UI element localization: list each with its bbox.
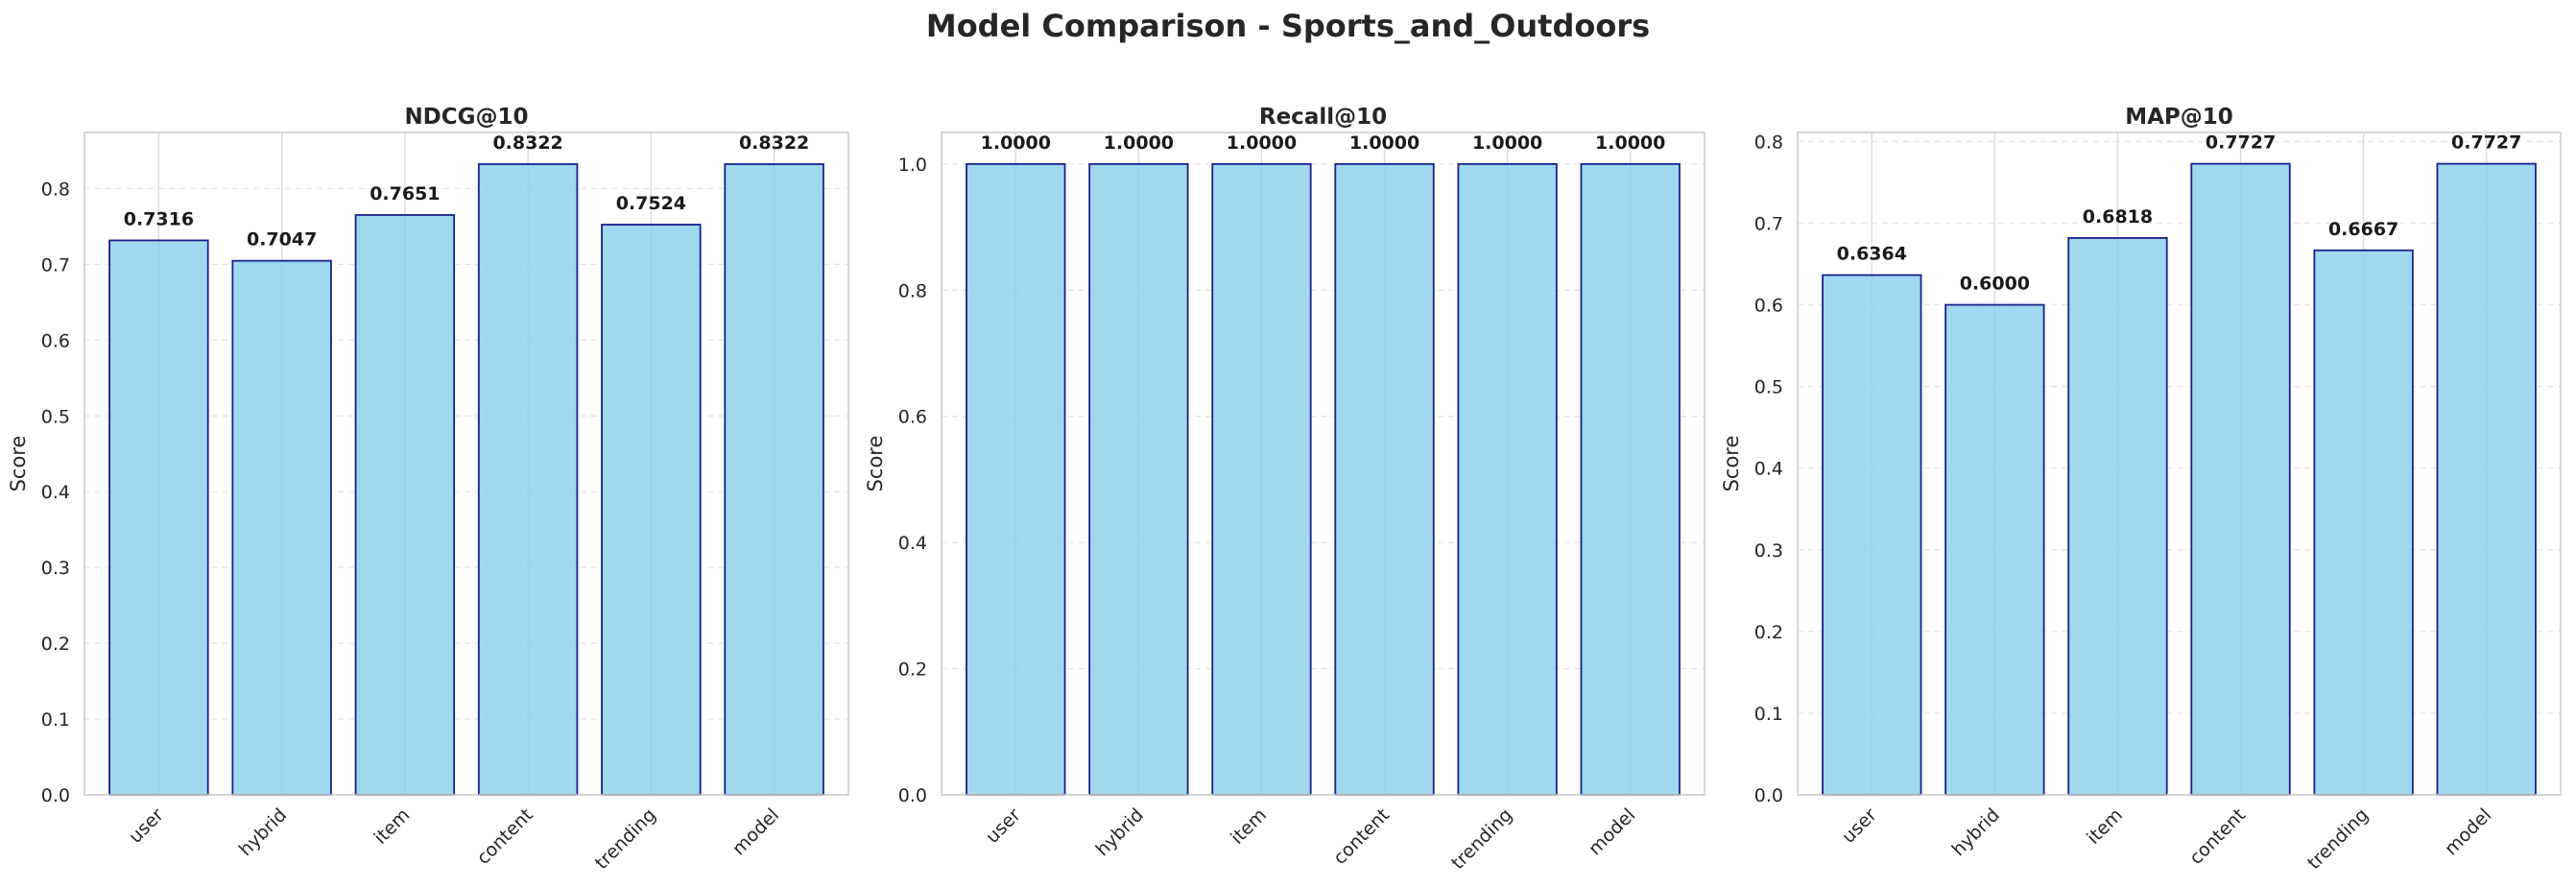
bar-user <box>1822 274 1922 796</box>
bar-user <box>108 239 209 796</box>
chart-panel-2: 1.0000 1.0000 1.0000 1.0000 1.0000 1.0000 0.0 0… <box>864 105 1705 874</box>
y-tick-label: 0.0 <box>898 785 927 806</box>
bar-content <box>477 163 579 796</box>
bar-value-label: 0.7727 <box>2451 132 2521 154</box>
bar-trending <box>2313 249 2414 796</box>
bar-item <box>1211 162 1312 796</box>
y-tick-label: 0.0 <box>41 785 70 806</box>
y-tick-label: 0.6 <box>898 407 927 428</box>
y-tick-label: 0.1 <box>41 709 70 731</box>
bar-value-label: 0.7524 <box>616 193 686 214</box>
subplot-title: MAP@10 <box>2125 105 2233 130</box>
axes-frame <box>83 132 849 796</box>
y-tick-label: 0.4 <box>1754 459 1783 480</box>
bar-model <box>2436 162 2537 796</box>
chart-panel-1: 0.7316 0.7047 0.7651 0.8322 0.7524 0.8322 0.0 0… <box>7 105 849 874</box>
y-tick-label: 0.1 <box>1754 704 1783 725</box>
y-tick-label: 0.4 <box>898 533 927 554</box>
bar-value-label: 0.7047 <box>247 229 317 251</box>
y-tick-label: 0.5 <box>41 406 70 427</box>
y-tick-label: 0.2 <box>898 659 927 681</box>
bar-value-label: 1.0000 <box>1227 132 1297 154</box>
y-tick-label: 0.3 <box>41 558 70 579</box>
y-tick-label: 0.8 <box>898 280 927 301</box>
y-tick-label: 0.2 <box>41 634 70 655</box>
y-tick-label: 0.8 <box>1754 132 1783 153</box>
bar-trending <box>601 224 702 796</box>
bar-value-label: 0.6818 <box>2083 206 2153 228</box>
bar-content <box>2190 162 2291 796</box>
bar-value-label: 1.0000 <box>1349 132 1419 154</box>
bar-model <box>1580 162 1681 796</box>
bar-value-label: 0.8322 <box>492 132 562 154</box>
y-tick-label: 0.2 <box>1754 622 1783 643</box>
y-tick-label: 0.6 <box>1754 296 1783 317</box>
subplot-title: NDCG@10 <box>404 105 528 130</box>
y-tick-label: 0.7 <box>41 254 70 276</box>
subplot-title: Recall@10 <box>1259 105 1387 130</box>
bar-value-label: 0.7651 <box>370 183 440 204</box>
bar-value-label: 1.0000 <box>1595 132 1665 154</box>
y-axis-label: Score <box>864 436 887 492</box>
bar-trending <box>1457 162 1558 796</box>
y-tick-label: 0.4 <box>41 482 70 503</box>
y-tick-label: 0.5 <box>1754 377 1783 398</box>
bar-value-label: 0.6000 <box>1960 274 2030 295</box>
figure-title: Model Comparison - Sports_and_Outdoors <box>926 8 1650 44</box>
bar-content <box>1334 162 1435 796</box>
bar-hybrid <box>1088 162 1189 796</box>
bar-item <box>2067 237 2168 796</box>
axes-frame <box>1797 132 2562 796</box>
bar-item <box>354 214 456 796</box>
y-tick-label: 0.6 <box>41 330 70 351</box>
y-tick-label: 0.8 <box>41 179 70 200</box>
chart-panels: 0.7316 0.7047 0.7651 0.8322 0.7524 0.8322 0.0 0… <box>7 105 2562 874</box>
bar-value-label: 1.0000 <box>981 132 1051 154</box>
axes-frame <box>941 132 1705 796</box>
bar-hybrid <box>231 259 332 796</box>
y-axis-label: Score <box>7 436 30 492</box>
bar-value-label: 0.7316 <box>124 208 194 229</box>
bar-value-label: 0.6364 <box>1837 244 1907 265</box>
y-tick-label: 1.0 <box>898 155 927 176</box>
y-tick-label: 0.3 <box>1754 540 1783 562</box>
bar-value-label: 1.0000 <box>1104 132 1174 154</box>
y-tick-label: 0.0 <box>1754 785 1783 806</box>
y-axis-label: Score <box>1720 436 1743 492</box>
bar-value-label: 1.0000 <box>1472 132 1542 154</box>
bar-value-label: 0.6667 <box>2328 219 2398 240</box>
y-tick-label: 0.7 <box>1754 213 1783 234</box>
bar-hybrid <box>1944 303 2045 796</box>
bar-value-label: 0.7727 <box>2206 132 2276 154</box>
bar-value-label: 0.8322 <box>739 132 809 154</box>
bar-user <box>966 162 1066 796</box>
bar-model <box>724 163 824 796</box>
